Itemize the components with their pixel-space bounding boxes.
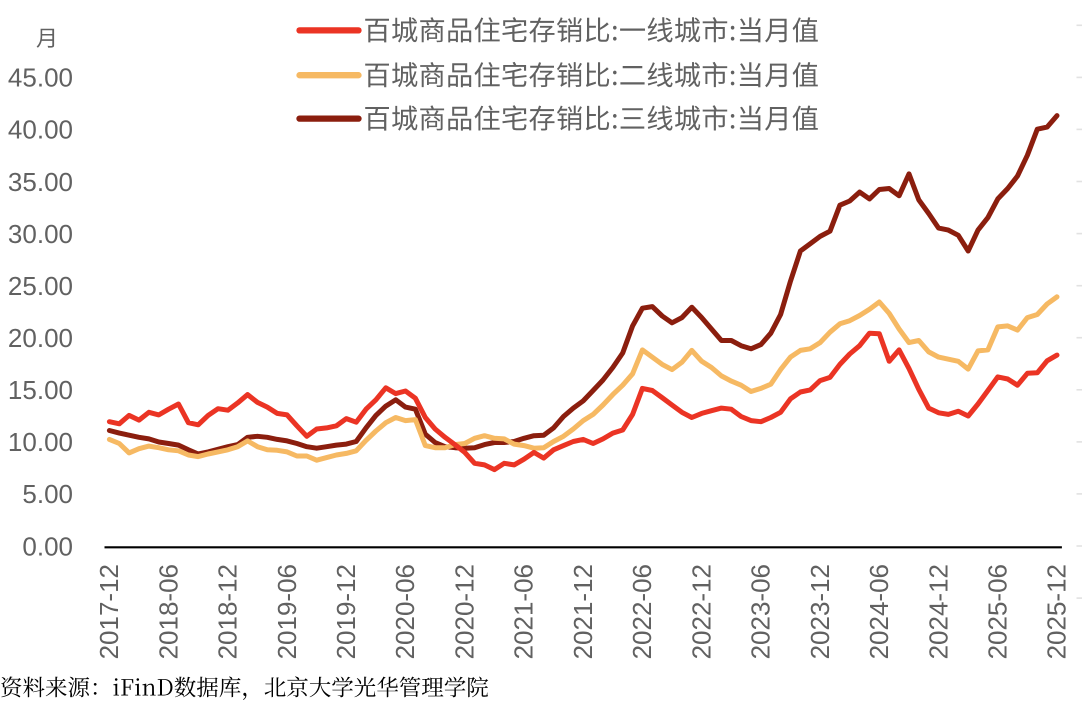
svg-text:10.00: 10.00	[8, 427, 73, 457]
svg-text:45.00: 45.00	[8, 63, 73, 93]
svg-text:2017-12: 2017-12	[94, 564, 124, 659]
svg-text:2018-06: 2018-06	[153, 564, 183, 659]
svg-text:2022-06: 2022-06	[627, 564, 657, 659]
svg-text:25.00: 25.00	[8, 271, 73, 301]
svg-text:40.00: 40.00	[8, 115, 73, 145]
svg-text:2022-12: 2022-12	[686, 564, 716, 659]
svg-text:0.00: 0.00	[22, 531, 73, 561]
svg-text:2019-12: 2019-12	[331, 564, 361, 659]
svg-text:35.00: 35.00	[8, 167, 73, 197]
svg-text:20.00: 20.00	[8, 323, 73, 353]
svg-text:2024-12: 2024-12	[923, 564, 953, 659]
svg-text:2018-12: 2018-12	[213, 564, 243, 659]
svg-text:2023-06: 2023-06	[746, 564, 776, 659]
svg-text:15.00: 15.00	[8, 375, 73, 405]
svg-text:30.00: 30.00	[8, 219, 73, 249]
svg-text:2024-06: 2024-06	[864, 564, 894, 659]
svg-text:5.00: 5.00	[22, 479, 73, 509]
svg-text:2020-06: 2020-06	[390, 564, 420, 659]
svg-text:2020-12: 2020-12	[450, 564, 480, 659]
svg-text:2021-12: 2021-12	[568, 564, 598, 659]
svg-text:2025-06: 2025-06	[983, 564, 1013, 659]
svg-text:2019-06: 2019-06	[272, 564, 302, 659]
svg-text:2023-12: 2023-12	[805, 564, 835, 659]
svg-text:2021-06: 2021-06	[509, 564, 539, 659]
svg-text:2025-12: 2025-12	[1042, 564, 1072, 659]
